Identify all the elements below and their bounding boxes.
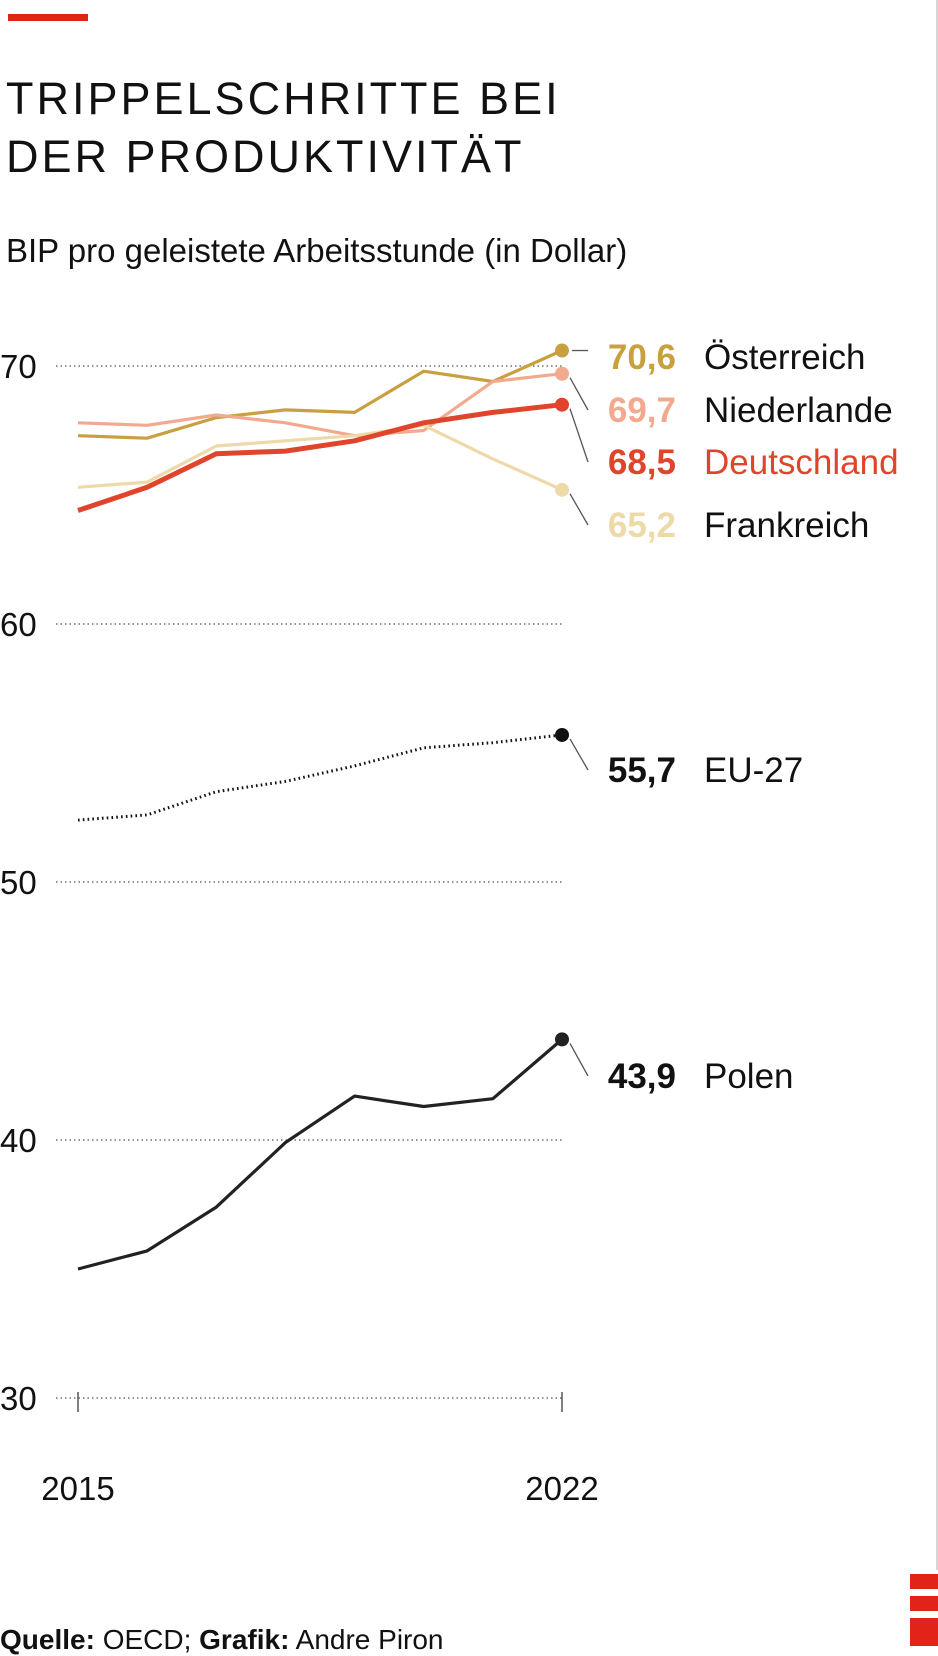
chart-subtitle: BIP pro geleistete Arbeitsstunde (in Dol… (6, 232, 628, 269)
leader-line-polen (569, 1043, 589, 1077)
y-tick-label-30: 30 (0, 1380, 37, 1417)
series-line-frankreich (77, 423, 563, 492)
series-line-eu-27 (77, 733, 563, 822)
logo-block-3 (910, 1618, 938, 1646)
series-line-deutschland (77, 402, 563, 513)
leader-line-deutschland (569, 408, 589, 463)
series-name-niederlande: Niederlande (704, 391, 893, 430)
leader-line-eu-27 (569, 738, 589, 771)
leader-line-frankreich (569, 493, 589, 526)
series-line-niederlande (77, 372, 563, 438)
end-point-niederlande (555, 366, 569, 381)
series-label-layer: 70,6 Österreich 69,7 Niederlande 65,2 Frankre… (569, 338, 899, 1096)
series-name-polen: Polen (704, 1057, 794, 1096)
value-label--sterreich: 70,6 (608, 338, 676, 377)
chart-title: TRIPPELSCHRITTE BEI DER PRODUKTIVITÄT (6, 70, 561, 186)
end-point-frankreich (555, 482, 569, 497)
x-tick-label-2022: 2022 (525, 1470, 598, 1507)
series-name--sterreich: Österreich (704, 338, 865, 377)
value-label-polen: 43,9 (608, 1057, 676, 1096)
end-point-polen (555, 1032, 569, 1047)
end-point--sterreich (555, 343, 569, 358)
source-label: Quelle: (0, 1624, 95, 1655)
y-tick-label-70: 70 (0, 348, 37, 385)
series-name-frankreich: Frankreich (704, 506, 869, 545)
chart-title-line-1: TRIPPELSCHRITTE BEI (6, 73, 561, 124)
graphic-label: Grafik: (199, 1624, 290, 1655)
series-name-eu-27: EU-27 (704, 751, 803, 790)
end-point-eu-27 (555, 727, 569, 742)
y-tick-label-50: 50 (0, 864, 37, 901)
frame-border (936, 0, 938, 1570)
brand-logo (908, 1574, 938, 1646)
grid-layer: 30 40 50 60 70 (0, 348, 562, 1417)
logo-block-2 (910, 1596, 938, 1611)
series-line--sterreich (77, 349, 563, 440)
x-tick-label-2015: 2015 (41, 1470, 114, 1507)
graphic-value: Andre Piron (289, 1624, 444, 1655)
x-axis: 2015 2022 (41, 1392, 599, 1507)
y-tick-label-60: 60 (0, 606, 37, 643)
source-credit: Quelle: OECD; Grafik: Andre Piron (0, 1624, 444, 1656)
series-line-polen (77, 1038, 564, 1271)
value-label-deutschland: 68,5 (608, 443, 676, 482)
series-name-deutschland: Deutschland (704, 443, 899, 482)
leader-line-niederlande (569, 377, 589, 411)
value-label-eu-27: 55,7 (608, 751, 676, 790)
value-label-niederlande: 69,7 (608, 391, 676, 430)
chart-title-line-2: DER PRODUKTIVITÄT (6, 131, 525, 182)
line-chart: 30 40 50 60 70 2015 2022 70,6 Österreich 69,7 Ni… (0, 338, 899, 1507)
end-point-deutschland (555, 397, 569, 412)
accent-bar (8, 14, 88, 21)
logo-block-1 (910, 1574, 938, 1589)
series-layer (77, 343, 569, 1271)
y-tick-label-40: 40 (0, 1122, 37, 1159)
value-label-frankreich: 65,2 (608, 506, 676, 545)
source-value: OECD; (94, 1624, 200, 1655)
